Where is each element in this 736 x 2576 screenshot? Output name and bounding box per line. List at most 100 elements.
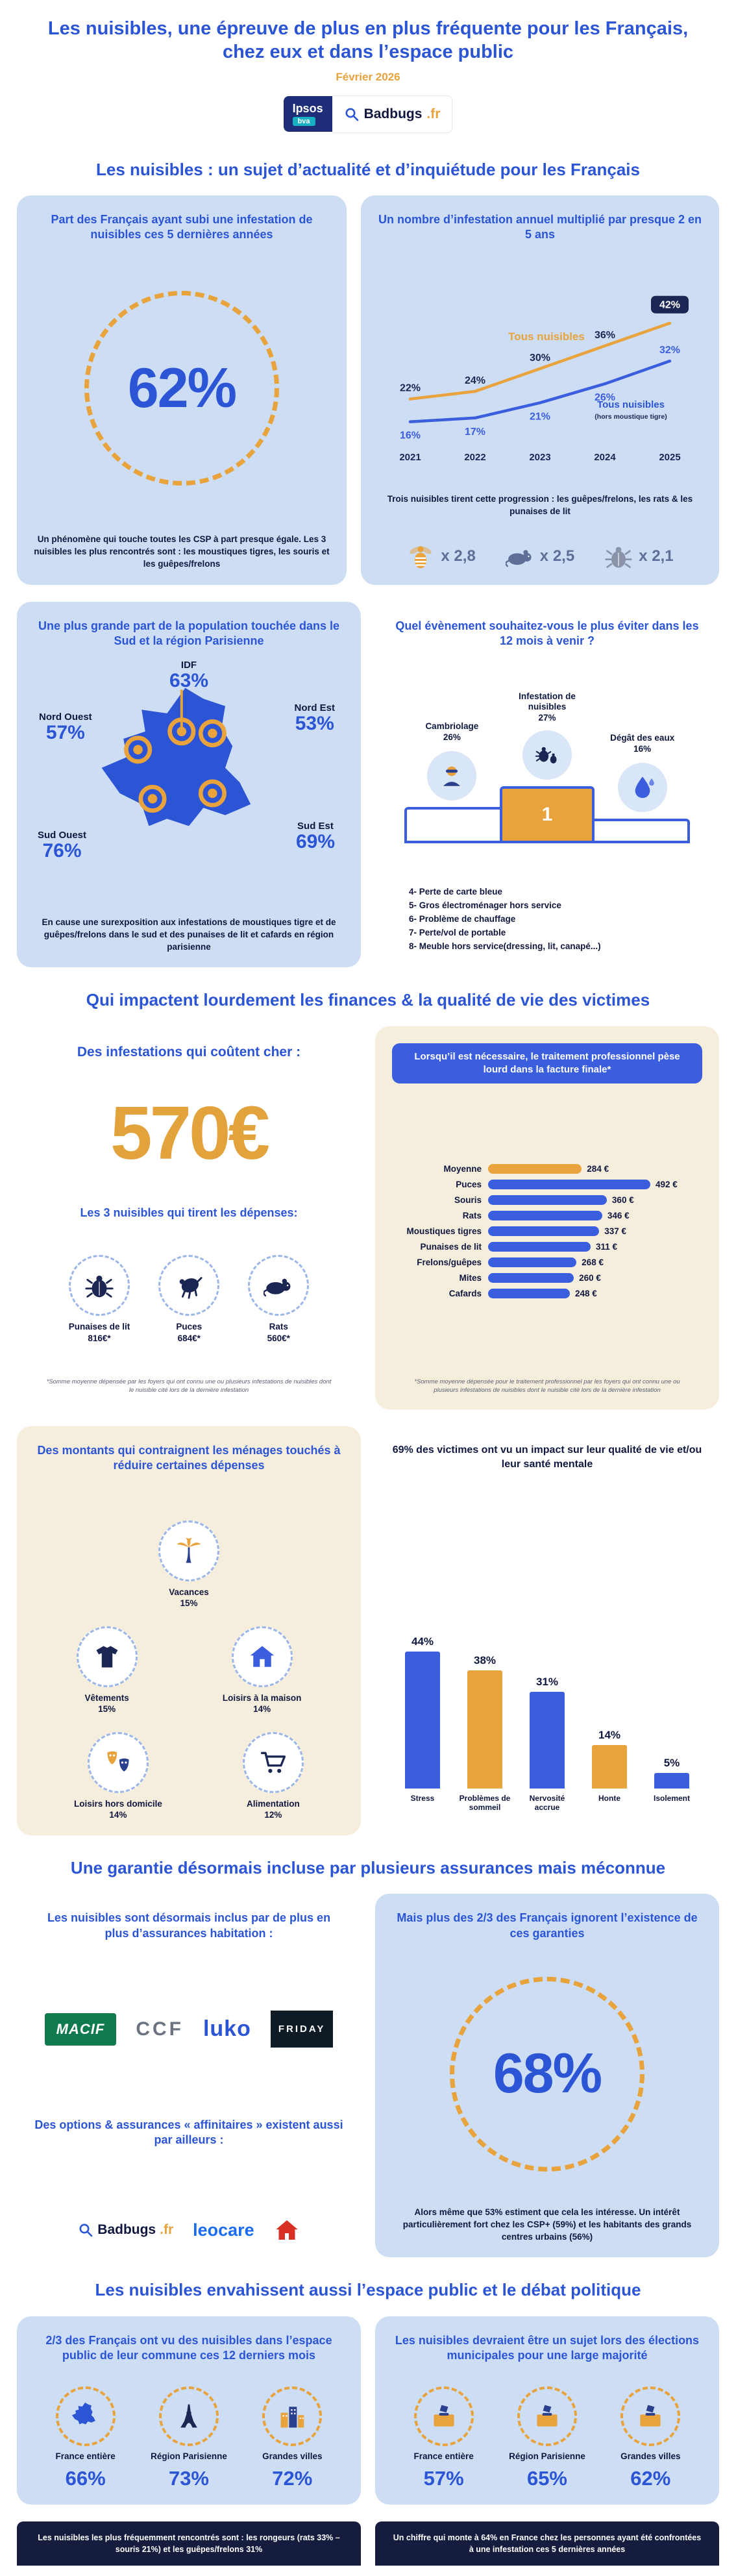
footer-public-space: Les nuisibles les plus fréquemment renco…	[17, 2521, 361, 2566]
footer-elections: Un chiffre qui monte à 64% en France che…	[375, 2521, 719, 2566]
france-map: IDF 63% Nord Ouest 57% Nord Est 53% Sud …	[34, 660, 344, 906]
podium-event: Dégât des eaux	[610, 733, 675, 743]
card-title: Un nombre d’infestation annuel multiplié…	[378, 213, 702, 242]
savings-item-vetements: Vêtements 15%	[76, 1626, 138, 1715]
impact-bar-column: 31% Nervosité accrue	[524, 1607, 570, 1821]
card-title: Des infestations qui coûtent cher :	[77, 1044, 301, 1059]
stat-big-cities: Grandes villes 62%	[608, 2386, 693, 2490]
stat-circle-62: 62%	[84, 291, 279, 486]
item-value: 816€*	[88, 1333, 111, 1343]
bar-category-label: Nervosité accrue	[529, 1793, 565, 1813]
section5-cards: 2/3 des Français ont vu des nuisibles da…	[17, 2316, 719, 2505]
date-label: Février 2026	[336, 70, 400, 83]
item-label: Loisirs hors domicile 14%	[74, 1798, 162, 1821]
legend-label: Tous nuisibles	[508, 330, 585, 343]
savings-item-loisirs-maison: Loisirs à la maison 14%	[223, 1626, 301, 1715]
region-name: Nord Ouest	[39, 711, 92, 723]
ballot-box-icon	[636, 2402, 665, 2431]
infestation-trend-chart: Tous nuisibles Tous nuisibles (hors mous…	[378, 267, 702, 469]
cost-item-rats: Rats 560€*	[248, 1255, 310, 1344]
podium-event: Cambriolage	[425, 721, 479, 732]
multiplier-value: x 2,1	[639, 547, 674, 565]
macif-logo: MACIF	[44, 2012, 117, 2046]
section4-cards: Les nuisibles sont désormais inclus par …	[17, 1894, 719, 2258]
bar-value-label: 311 €	[596, 1241, 618, 1252]
item-value: 684€*	[177, 1333, 201, 1343]
bar-category-label: Frelons/guêpes	[417, 1257, 482, 1267]
item-value: 14%	[109, 1810, 127, 1820]
ballot-box-icon	[533, 2402, 561, 2431]
stat-label: France entière	[413, 2451, 474, 2461]
region-name: IDF	[180, 659, 197, 671]
item-value: 12%	[264, 1810, 282, 1820]
rat-icon	[505, 542, 534, 571]
item-value: 15%	[180, 1598, 198, 1609]
region-nord-ouest: Nord Ouest 57%	[39, 712, 92, 743]
impact-chart-title: 69% des victimes ont vu un impact sur le…	[392, 1444, 702, 1470]
legend-label: Tous nuisibles	[597, 399, 665, 410]
region-sud-est: Sud Est 69%	[296, 821, 335, 852]
section1-cards: Part des Français ayant subi une infesta…	[17, 195, 719, 585]
legend-tous-nuisibles: Tous nuisibles	[488, 330, 605, 343]
bar-value-label: 492 €	[656, 1179, 678, 1189]
bar-category-label: Rats	[462, 1210, 482, 1220]
burglar-icon	[438, 762, 465, 789]
bar-value-label: 44%	[411, 1635, 434, 1648]
section3-top-cards: Des infestations qui coûtent cher : 570€…	[17, 1026, 719, 1409]
badbugs-logo: Badbugs .fr	[332, 95, 453, 133]
stat-570: 570€	[110, 1091, 270, 1176]
bar	[488, 1241, 591, 1252]
item-circle	[87, 1731, 149, 1793]
avoid-list-item: 4- Perte de carte bleue	[409, 886, 503, 897]
item-label: Vacances 15%	[169, 1587, 209, 1609]
avoid-list-item: 7- Perte/vol de portable	[409, 927, 506, 937]
treatment-cost-row: Frelons/guêpes 268 €	[392, 1257, 702, 1267]
france-map-shape	[101, 687, 251, 826]
bar	[488, 1257, 577, 1267]
bar-category-label: Stress	[410, 1793, 435, 1803]
bar-value-label: 248 €	[575, 1288, 597, 1298]
stat-label: Grandes villes	[262, 2451, 323, 2461]
treatment-cost-row: Moyenne 284 €	[392, 1163, 702, 1174]
card-title: Part des Français ayant subi une infesta…	[51, 213, 313, 242]
theater-masks-icon	[104, 1748, 132, 1777]
savings-row: Vêtements 15% Loisirs à la maison 14%	[34, 1626, 344, 1715]
multiplier-value: x 2,8	[441, 547, 476, 565]
tshirt-icon	[93, 1642, 121, 1671]
bar-value-label: 31%	[535, 1676, 559, 1689]
stat-france: France entière 66%	[43, 2386, 128, 2490]
card-life-impact: 69% des victimes ont vu un impact sur le…	[375, 1426, 719, 1835]
card-elections: Les nuisibles devraient être un sujet lo…	[375, 2316, 719, 2505]
stat-value-68: 68%	[493, 2042, 602, 2105]
treatment-cost-row: Moustiques tigres 337 €	[392, 1226, 702, 1236]
card-avoid-events: Quel évènement souhaitez-vous le plus év…	[375, 602, 719, 968]
ipsos-bva-logo: Ipsos bva	[283, 96, 332, 132]
podium-rank: 1	[541, 804, 553, 826]
item-circle	[68, 1255, 130, 1317]
section2-cards: Une plus grande part de la population to…	[17, 602, 719, 968]
cost-item-punaises: Punaises de lit 816€*	[69, 1255, 130, 1344]
svg-text:2021: 2021	[399, 452, 421, 463]
stat-ring	[158, 2386, 219, 2446]
bar	[488, 1288, 570, 1298]
card-footer: Trois nuisibles tirent cette progression…	[387, 494, 693, 516]
svg-text:26%: 26%	[595, 392, 615, 403]
svg-text:2025: 2025	[659, 452, 680, 463]
eiffel-tower-icon	[175, 2402, 203, 2431]
multipliers-row: x 2,8 x 2,5 x 2,1	[406, 542, 674, 571]
podium-step-3	[595, 819, 691, 844]
magnifier-icon	[344, 106, 360, 122]
bar-category-label: Souris	[454, 1195, 482, 1205]
life-impact-chart: 44% Stress 38% Problèmes de sommeil 31% Nervo…	[400, 1607, 694, 1821]
stat-value: 72%	[272, 2466, 313, 2490]
svg-text:2024: 2024	[594, 452, 616, 463]
bar	[530, 1692, 565, 1789]
page-title-line1: Les nuisibles, une épreuve de plus en pl…	[47, 18, 689, 39]
bar-value-label: 38%	[473, 1653, 497, 1666]
podium-label: Infestation de nuisibles 27%	[500, 691, 595, 724]
item-value: 14%	[253, 1704, 271, 1715]
magnifier-icon	[78, 2222, 93, 2238]
svg-text:2022: 2022	[464, 452, 485, 463]
treatment-cost-row: Cafards 248 €	[392, 1288, 702, 1298]
city-buildings-icon	[278, 2402, 306, 2431]
